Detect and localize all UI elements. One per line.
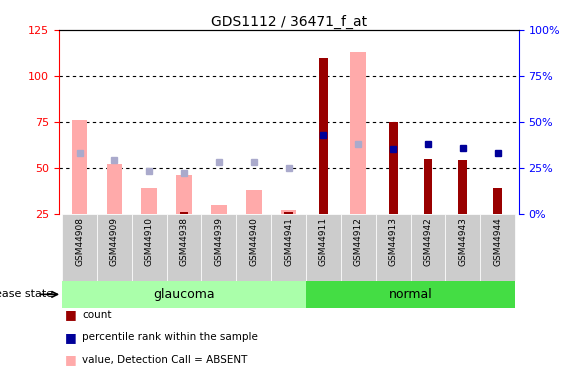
Text: ■: ■: [64, 309, 76, 321]
Bar: [481, 214, 515, 281]
Bar: [458, 160, 467, 214]
Bar: [319, 58, 328, 214]
Bar: [71, 120, 87, 214]
Title: GDS1112 / 36471_f_at: GDS1112 / 36471_f_at: [210, 15, 367, 29]
Text: ■: ■: [64, 354, 76, 366]
Bar: [166, 214, 202, 281]
Text: glaucoma: glaucoma: [154, 288, 215, 301]
Text: GSM44944: GSM44944: [493, 217, 502, 266]
Bar: [62, 214, 97, 281]
Bar: [62, 281, 306, 308]
Bar: [246, 190, 261, 214]
Bar: [411, 214, 445, 281]
Text: GSM44942: GSM44942: [424, 217, 432, 266]
Bar: [445, 214, 481, 281]
Text: GSM44912: GSM44912: [354, 217, 363, 266]
Bar: [341, 214, 376, 281]
Bar: [306, 214, 341, 281]
Bar: [107, 164, 122, 214]
Text: percentile rank within the sample: percentile rank within the sample: [82, 333, 258, 342]
Text: GSM44940: GSM44940: [249, 217, 258, 266]
Bar: [211, 205, 227, 214]
Text: GSM44943: GSM44943: [458, 217, 468, 266]
Text: GSM44939: GSM44939: [214, 217, 223, 266]
Text: GSM44909: GSM44909: [110, 217, 119, 266]
Bar: [132, 214, 166, 281]
Bar: [389, 122, 397, 214]
Bar: [493, 188, 502, 214]
Bar: [271, 214, 306, 281]
Bar: [141, 188, 157, 214]
Text: ■: ■: [64, 331, 76, 344]
Bar: [306, 281, 515, 308]
Bar: [424, 159, 432, 214]
Text: count: count: [82, 310, 111, 320]
Bar: [176, 175, 192, 214]
Bar: [202, 214, 236, 281]
Bar: [281, 210, 297, 214]
Text: normal: normal: [389, 288, 432, 301]
Text: GSM44911: GSM44911: [319, 217, 328, 266]
Text: disease state: disease state: [0, 290, 53, 299]
Text: GSM44910: GSM44910: [145, 217, 154, 266]
Bar: [180, 212, 189, 214]
Bar: [236, 214, 271, 281]
Text: GSM44913: GSM44913: [389, 217, 398, 266]
Text: GSM44941: GSM44941: [284, 217, 293, 266]
Text: value, Detection Call = ABSENT: value, Detection Call = ABSENT: [82, 355, 247, 365]
Text: GSM44938: GSM44938: [179, 217, 189, 266]
Bar: [97, 214, 132, 281]
Text: GSM44908: GSM44908: [75, 217, 84, 266]
Bar: [350, 52, 366, 214]
Bar: [376, 214, 411, 281]
Bar: [284, 212, 293, 214]
